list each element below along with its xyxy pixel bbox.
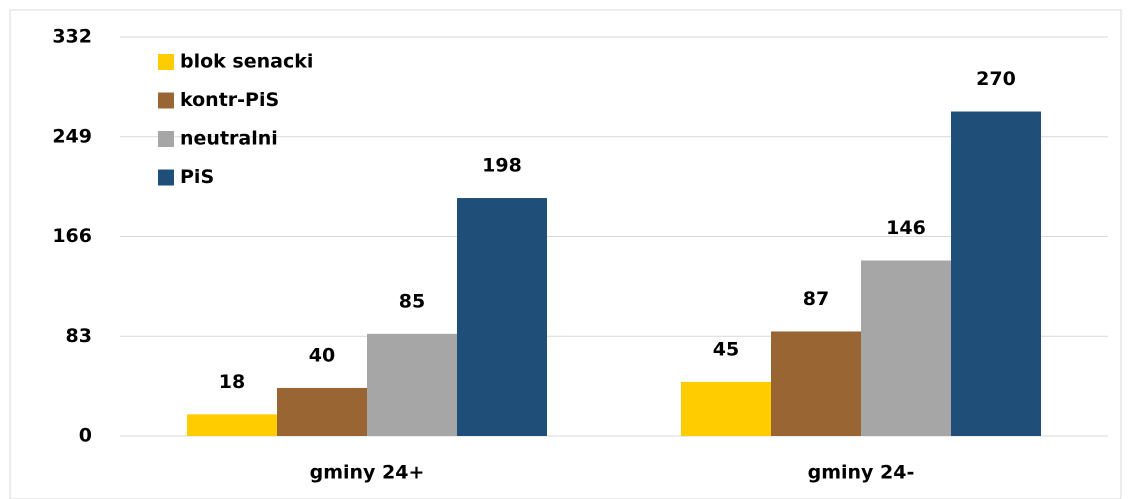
legend-swatch [158,131,174,147]
data-label: 146 [886,217,926,239]
legend-swatch [158,54,174,70]
legend-label: neutralni [180,128,278,150]
x-tick-label: gminy 24+ [310,462,425,484]
bar [861,260,951,436]
y-tick-label: 166 [52,225,92,247]
bar [457,198,547,436]
data-label: 87 [803,288,829,310]
bar [187,414,277,436]
y-tick-label: 332 [52,26,92,48]
bar [367,333,457,436]
data-label: 85 [399,290,425,312]
bar [681,381,771,436]
data-label: 40 [309,344,335,366]
data-label: 18 [219,371,245,393]
legend-label: kontr-PiS [180,89,279,111]
y-tick-label: 249 [52,125,92,147]
bar [771,331,861,436]
x-tick-label: gminy 24- [808,462,915,484]
legend-label: blok senacki [180,51,313,73]
legend-swatch [158,92,174,109]
data-label: 270 [976,68,1016,90]
bar [951,111,1041,436]
y-tick-label: 0 [79,425,92,447]
data-label: 198 [482,155,522,177]
legend-swatch [158,169,174,186]
legend-label: PiS [180,166,214,188]
data-label: 45 [713,338,739,360]
y-tick-label: 83 [66,325,92,347]
bar [277,387,367,436]
